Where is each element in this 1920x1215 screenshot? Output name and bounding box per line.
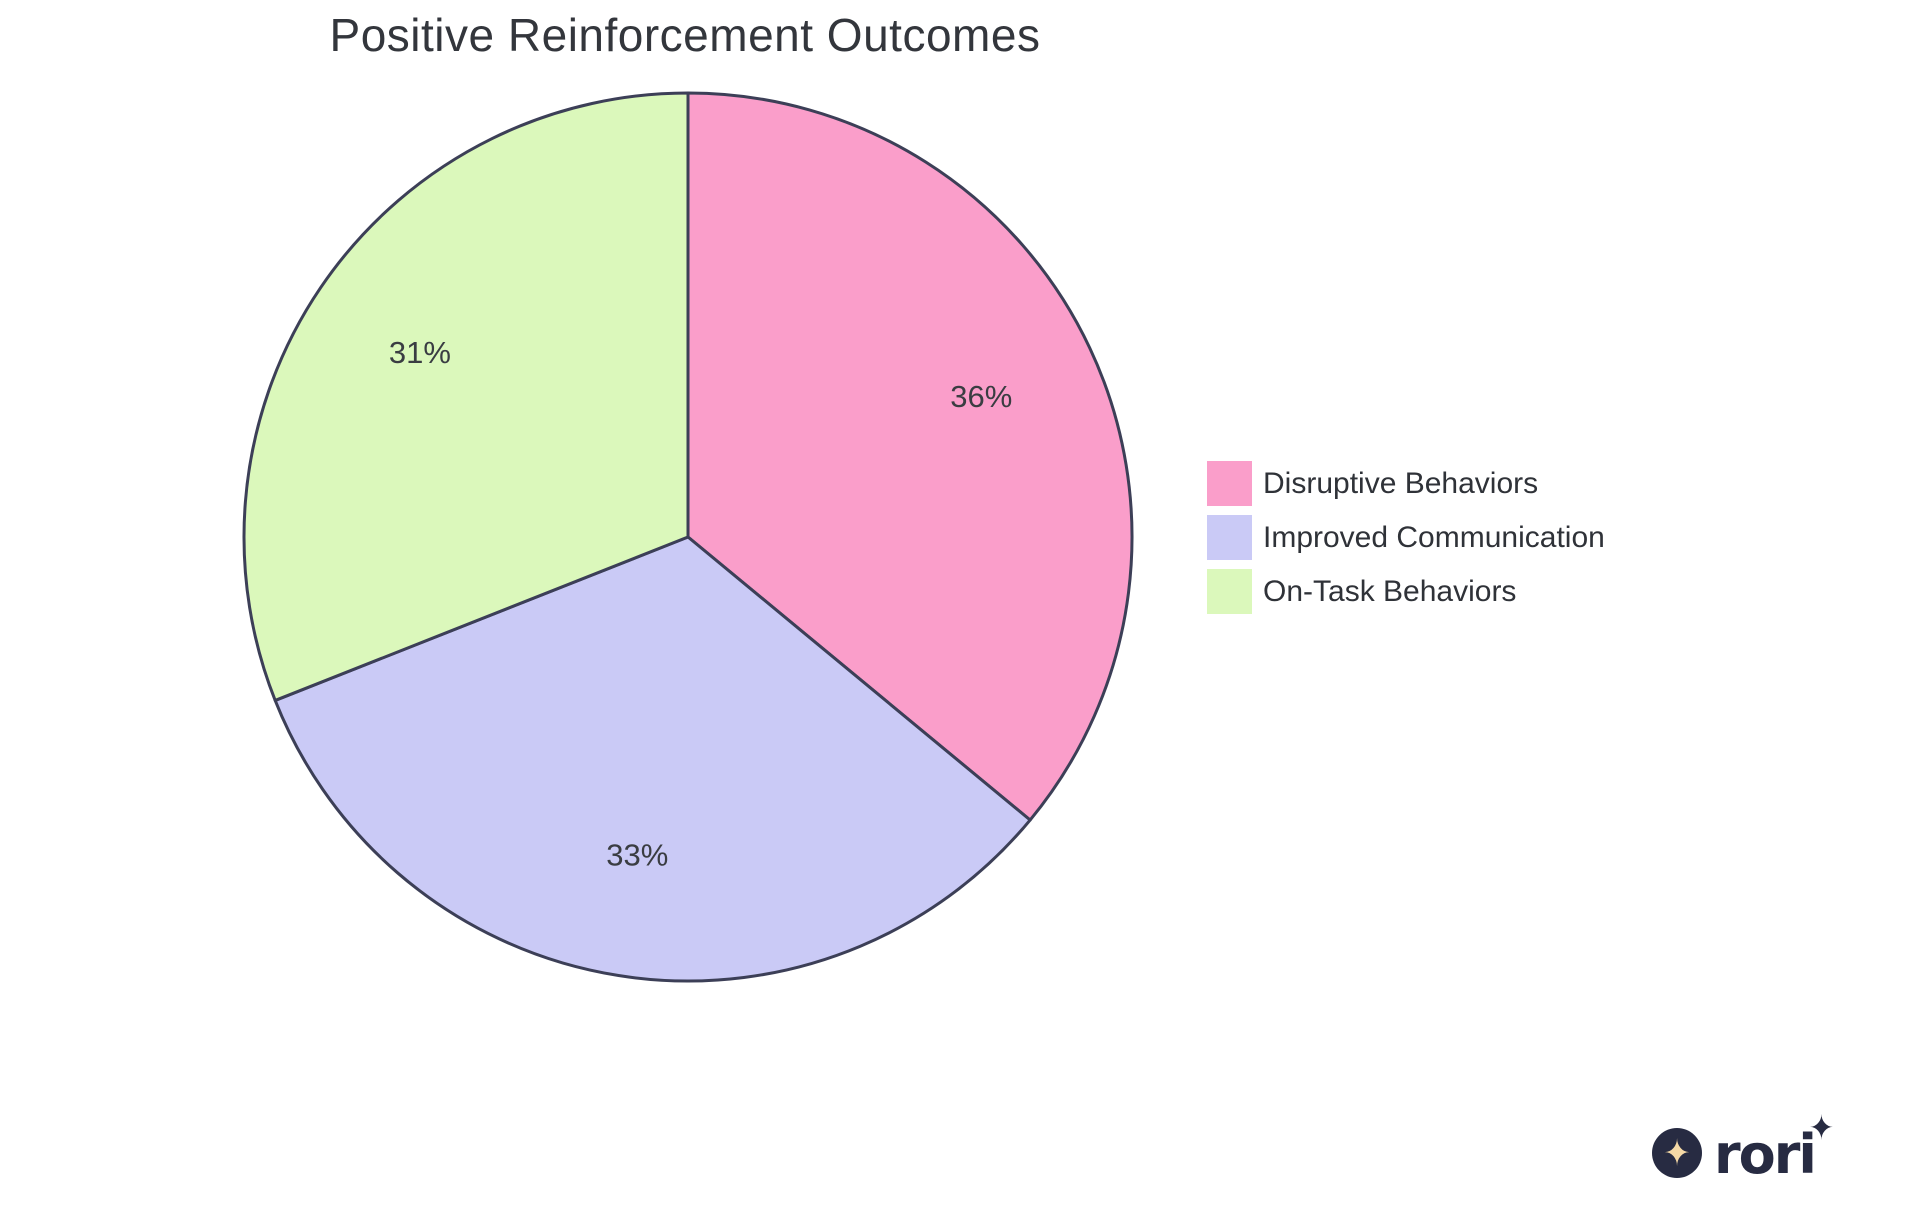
legend-item: On-Task Behaviors xyxy=(1207,569,1605,614)
slice-percent-label: 36% xyxy=(950,379,1012,414)
legend-item-label: Disruptive Behaviors xyxy=(1263,466,1539,500)
chart-title: Positive Reinforcement Outcomes xyxy=(329,9,1041,61)
legend: Disruptive Behaviors Improved Communicat… xyxy=(1207,461,1605,614)
legend-swatch xyxy=(1207,515,1252,560)
legend-swatch xyxy=(1207,461,1252,506)
rori-logo: ✦ rori ✦ xyxy=(1652,1111,1840,1186)
legend-item-label: Improved Communication xyxy=(1263,520,1605,554)
sparkle-icon: ✦ xyxy=(1808,1109,1835,1148)
legend-item: Disruptive Behaviors xyxy=(1207,461,1605,506)
star-icon: ✦ xyxy=(1663,1132,1691,1174)
legend-item: Improved Communication xyxy=(1207,515,1605,560)
legend-item-label: On-Task Behaviors xyxy=(1263,574,1517,608)
slice-percent-label: 33% xyxy=(606,837,668,872)
pie-slice xyxy=(273,535,1032,983)
logo-wordmark: rori xyxy=(1714,1123,1817,1186)
logo-badge: ✦ xyxy=(1652,1128,1702,1178)
pie-slice xyxy=(242,91,690,702)
legend-swatch xyxy=(1207,569,1252,614)
slice-percent-label: 31% xyxy=(389,335,451,370)
pie-slice xyxy=(686,91,1134,822)
